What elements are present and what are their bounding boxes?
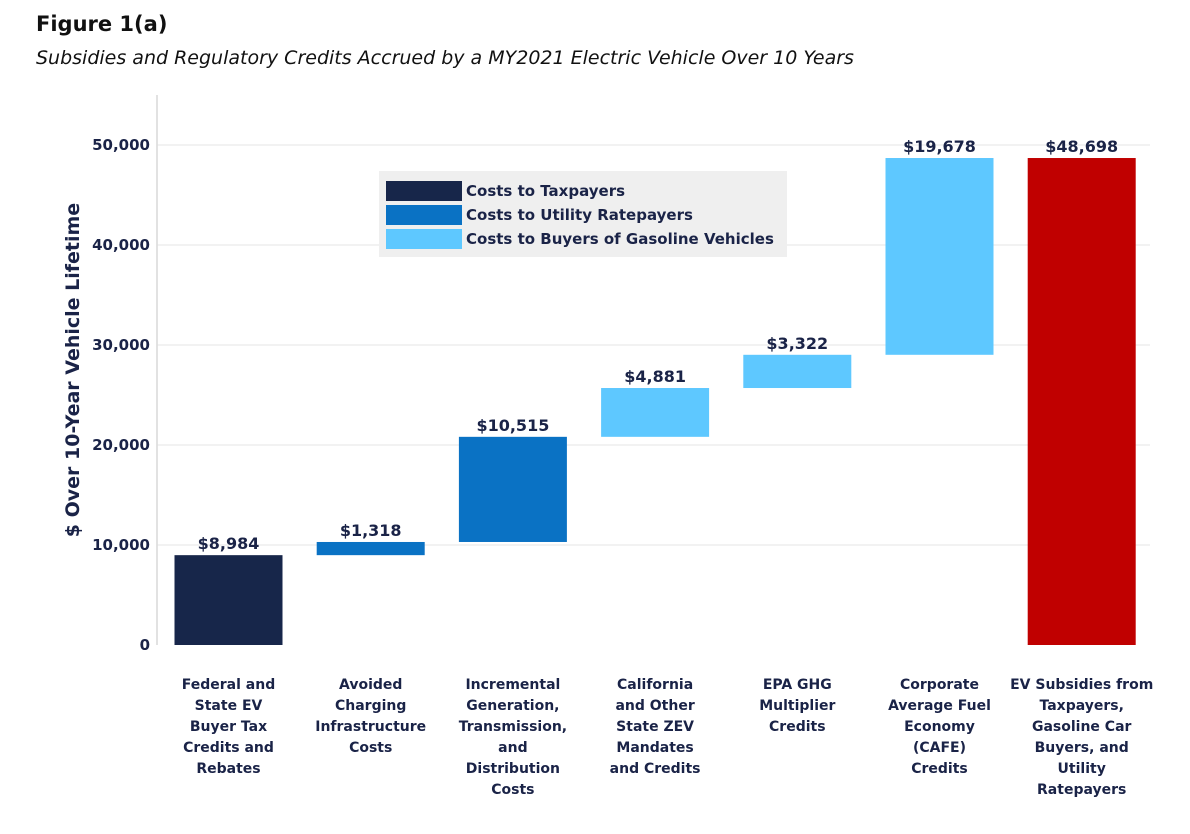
category-label-line: and [498,740,527,756]
figure-label: Figure 1(a) [36,12,168,36]
legend-entry: Costs to Buyers of Gasoline Vehicles [466,230,774,248]
figure-subtitle: Subsidies and Regulatory Credits Accrued… [36,47,854,69]
legend-swatch [386,229,462,249]
legend-swatch [386,181,462,201]
category-label-line: Utility [1058,761,1106,777]
category-label-line: Costs [491,782,534,798]
legend: Costs to Taxpayers Costs to Utility Ratep… [379,171,787,257]
legend-entry: Costs to Taxpayers [466,182,625,200]
category-label-line: and Other [615,698,694,714]
data-label: $48,698 [1045,137,1118,156]
category-label-line: Generation, [466,698,559,714]
category-label-line: Avoided [339,677,402,693]
category-label-line: EPA GHG [763,677,832,693]
category-label-line: Distribution [466,761,560,777]
category-label-line: EV Subsidies from [1010,677,1153,693]
category-label-line: Costs [349,740,392,756]
category-label-line: Buyer Tax [190,719,267,735]
category-label: California and Other State ZEV Mandates and … [610,677,701,777]
bar [743,354,852,389]
category-label-line: Mandates [616,740,693,756]
legend-entry: Costs to Utility Ratepayers [466,206,693,224]
category-label-line: Ratepayers [1037,782,1126,798]
bars [174,158,1136,645]
category-label-line: Charging [335,698,406,714]
category-label: EPA GHG Multiplier Credits [759,677,835,735]
data-labels: $8,984 $1,318 $10,515 $4,881 $3,322 $19,678 $4… [198,137,1119,553]
data-label: $10,515 [476,416,549,435]
category-label-line: Corporate [900,677,979,693]
data-label: $19,678 [903,137,976,156]
category-label-line: State ZEV [616,719,694,735]
y-tick-label: 10,000 [92,536,150,554]
bar [601,388,710,437]
category-label-line: Economy [904,719,975,735]
category-label: Incremental Generation, Transmission, and Di… [459,677,567,798]
data-label: $3,322 [766,334,828,353]
category-label-line: Credits [911,761,968,777]
y-axis-label: $ Over 10-Year Vehicle Lifetime [62,203,84,537]
y-axis-ticks: 0 10,000 20,000 30,000 40,000 50,000 [92,136,150,654]
data-label: $1,318 [340,521,402,540]
category-label-line: California [617,677,693,693]
category-label-line: Credits [769,719,826,735]
category-label: Federal and State EV Buyer Tax Credits and R… [182,677,275,777]
y-tick-label: 20,000 [92,436,150,454]
category-label-line: Credits and [183,740,274,756]
category-label-line: Buyers, and [1035,740,1129,756]
category-label-line: Gasoline Car [1032,719,1132,735]
legend-swatch [386,205,462,225]
category-label-line: Rebates [196,761,260,777]
bar [1027,158,1136,645]
category-label-line: Transmission, [459,719,567,735]
bar [174,555,283,645]
y-tick-label: 40,000 [92,236,150,254]
category-label-line: (CAFE) [913,740,966,756]
category-label-line: Multiplier [759,698,835,714]
data-label: $8,984 [198,534,260,553]
category-label-line: Average Fuel [888,698,991,714]
y-tick-label: 30,000 [92,336,150,354]
y-tick-label: 50,000 [92,136,150,154]
category-label: Avoided Charging Infrastructure Costs [315,677,426,756]
category-label-line: Federal and [182,677,275,693]
bar [885,158,994,355]
category-label-line: Infrastructure [315,719,426,735]
category-labels: Federal and State EV Buyer Tax Credits and R… [182,677,1154,798]
category-label: Corporate Average Fuel Economy (CAFE) Credit… [888,677,991,777]
data-label: $4,881 [624,367,686,386]
category-label: EV Subsidies from Taxpayers, Gasoline Car B… [1010,677,1153,798]
category-label-line: Incremental [465,677,560,693]
bar [316,541,425,556]
category-label-line: Taxpayers, [1039,698,1123,714]
bar [458,436,567,542]
y-tick-label: 0 [140,636,150,654]
category-label-line: State EV [195,698,263,714]
category-label-line: and Credits [610,761,701,777]
